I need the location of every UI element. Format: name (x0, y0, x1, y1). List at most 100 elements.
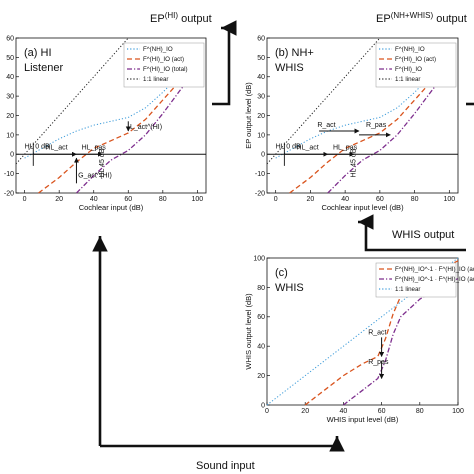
panel-b: 0 20 40 60 80 100-20-100102030405060Cochlear … (244, 35, 459, 212)
ep-hi-arrow (212, 20, 237, 106)
series-line (266, 37, 381, 165)
annotation-r-pas: R_pas (366, 122, 387, 129)
y-tick-label: 10 (6, 132, 14, 139)
legend-box (123, 42, 205, 88)
panel-c: 0 20 40 60 80 100 0 20 40 60 80 100 WHIS input level… (244, 255, 474, 424)
y-tick-label: 20 (257, 373, 265, 380)
whis-output-label: WHIS output (392, 229, 454, 241)
y-tick-label: 40 (257, 74, 265, 81)
legend-entry: F^(NH)_IO (143, 46, 173, 53)
whis-arrow (358, 214, 466, 252)
y-tick-label: -10 (255, 171, 265, 178)
legend-entry: F^(HI)_IO (395, 66, 422, 73)
x-tick-label: 100 (452, 408, 464, 415)
x-tick-label: 0 (23, 196, 27, 203)
panel-label-2: WHIS (275, 62, 304, 74)
series-line (289, 58, 450, 194)
x-tick-label: 0 (265, 408, 269, 415)
x-tick-label: 80 (159, 196, 167, 203)
annotation-hl-act: HL_act (297, 144, 319, 151)
annotation-hl-pas: HL_pas (82, 144, 107, 151)
panel-label-2: WHIS (275, 282, 304, 294)
ep-hi-output-label: EP(HI) output (150, 11, 212, 25)
annotation-hl0: HL 0 dB (25, 143, 50, 150)
legend: F^(NH)_IO F^(HI)_IO (act) F^(HI)_IO (total… (123, 42, 205, 88)
annotation-g-act: G_act^(HI) (78, 173, 112, 180)
y-tick-label: 20 (6, 113, 14, 120)
x-tick-label: 100 (443, 196, 455, 203)
y-tick-label: 0 (10, 152, 14, 159)
x-tick-label: 80 (411, 196, 419, 203)
ep-nh-output-label: EP(NH+WHIS) output (376, 11, 467, 25)
panel-a: 0 20 40 60 80 100-20-100102030405060Cochlear … (4, 35, 207, 212)
y-tick-label: 20 (257, 113, 265, 120)
y-tick-label: 100 (253, 255, 265, 262)
legend-entry: F^(NH)_IO^-1 · F^(HI)_IO (act)^-1 - R_pa… (395, 276, 474, 283)
y-tick-label: 0 (261, 152, 265, 159)
x-tick-label: 60 (378, 408, 386, 415)
y-tick-label: 30 (6, 94, 14, 101)
y-tick-label: -20 (4, 190, 14, 197)
panel-label: (a) HI (24, 47, 52, 59)
y-tick-label: 60 (257, 314, 265, 321)
x-tick-label: 20 (55, 196, 63, 203)
series-line (38, 58, 198, 194)
annotation-hl-pas: HL_pas (333, 144, 358, 151)
sound-arrow-2 (100, 436, 345, 452)
legend: F^(NH)_IO^-1 · F^(HI)_IO (act)^-1 F^(NH)_… (375, 262, 474, 298)
annotation-r-act: R_act (317, 122, 335, 129)
series-line (15, 37, 129, 165)
x-tick-label: 0 (274, 196, 278, 203)
y-tick-label: 0 (261, 402, 265, 409)
annotation-hl45: HL 45 dB (99, 148, 106, 177)
annotation-r-pas: R_pas (368, 359, 389, 366)
x-tick-label: 40 (90, 196, 98, 203)
y-tick-label: 60 (257, 35, 265, 42)
legend-entry: F^(NH)_IO (395, 46, 425, 53)
legend-entry: F^(HI)_IO (act) (143, 56, 184, 63)
y-tick-label: 40 (6, 74, 14, 81)
y-tick-label: 80 (257, 285, 265, 292)
flow-arrows (92, 20, 474, 452)
series-line (343, 278, 459, 406)
y-axis-label: EP output level (dB) (244, 82, 253, 149)
y-tick-label: 50 (257, 55, 265, 62)
y-tick-label: 30 (257, 94, 265, 101)
annotation-l-act: L_act^(HI) (130, 124, 162, 131)
legend-entry: 1:1 linear (395, 76, 420, 83)
x-tick-label: 20 (307, 196, 315, 203)
y-axis-label: WHIS output level (dB) (244, 293, 253, 370)
y-tick-label: 60 (6, 35, 14, 42)
annotation-r-act: R_act (368, 329, 386, 336)
panel-label: (b) NH+ (275, 47, 314, 59)
x-tick-label: 40 (341, 196, 349, 203)
series-line (327, 68, 450, 194)
y-tick-label: -20 (255, 190, 265, 197)
x-axis-label: WHIS input level (dB) (327, 415, 399, 424)
legend-entry: 1:1 linear (143, 76, 168, 83)
x-tick-label: 60 (376, 196, 384, 203)
panel-label-2: Listener (24, 62, 63, 74)
annotation-hl-act: HL_act (45, 144, 67, 151)
y-tick-label: 40 (257, 344, 265, 351)
sound-input-label: Sound input (196, 460, 255, 472)
y-tick-label: 10 (257, 132, 265, 139)
annotation-hl45: HL 45 dB (351, 148, 358, 177)
legend-entry: F^(NH)_IO^-1 · F^(HI)_IO (act)^-1 (395, 266, 474, 273)
x-axis-label: Cochlear input (dB) (79, 203, 144, 212)
annotation-hl0: HL 0 dB (276, 143, 301, 150)
x-axis-label: Cochlear input level (dB) (321, 203, 404, 212)
legend: F^(NH)_IO F^(HI)_IO (act) F^(HI)_IO 1:1 lin… (375, 42, 457, 88)
x-tick-label: 60 (124, 196, 132, 203)
legend-box (375, 42, 457, 88)
x-tick-label: 20 (301, 408, 309, 415)
x-tick-label: 80 (416, 408, 424, 415)
plot-frame (266, 257, 459, 406)
legend-entry: 1:1 linear (395, 286, 420, 293)
series-line (76, 68, 198, 194)
legend-entry: F^(HI)_IO (act) (395, 56, 436, 63)
y-tick-label: -10 (4, 171, 14, 178)
legend-entry: F^(HI)_IO (total) (143, 66, 188, 73)
panel-label: (c) (275, 267, 288, 279)
